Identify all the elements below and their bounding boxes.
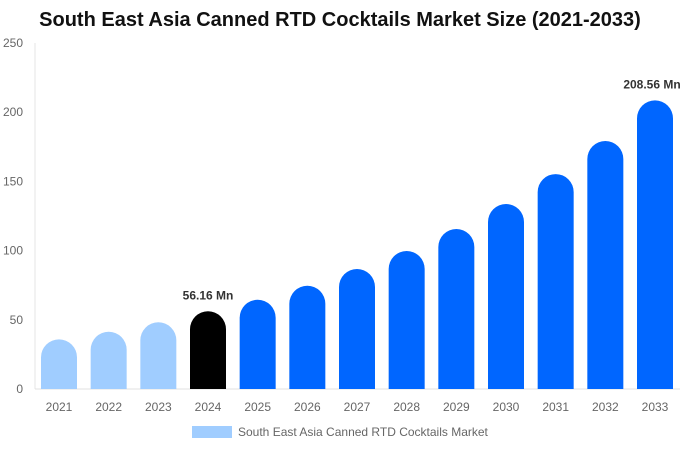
x-tick-label: 2033 [642, 400, 669, 414]
legend-swatch [192, 426, 232, 438]
bar-2027 [339, 269, 375, 389]
bar-2024 [190, 311, 226, 389]
y-tick-label: 150 [3, 174, 23, 188]
data-label-2024: 56.16 Mn [183, 288, 234, 302]
y-tick-label: 100 [3, 244, 23, 258]
legend: South East Asia Canned RTD Cocktails Mar… [192, 425, 488, 439]
y-tick-label: 0 [16, 382, 23, 396]
x-tick-label: 2029 [443, 400, 470, 414]
data-label-2033: 208.56 Mn [623, 77, 680, 91]
bar-2031 [537, 174, 574, 389]
bar-2023 [140, 322, 177, 389]
bar-2029 [438, 229, 475, 389]
y-tick-label: 50 [10, 313, 24, 327]
x-tick-label: 2024 [195, 400, 222, 414]
bar-2026 [289, 285, 326, 389]
x-tick-label: 2028 [393, 400, 420, 414]
bar-2030 [488, 203, 524, 389]
x-tick-label: 2026 [294, 400, 321, 414]
x-tick-label: 2027 [344, 400, 371, 414]
x-tick-label: 2025 [244, 400, 271, 414]
x-tick-label: 2032 [592, 400, 619, 414]
x-tick-label: 2022 [95, 400, 122, 414]
bar-2022 [90, 331, 127, 389]
bar-2021 [41, 339, 77, 389]
legend-label[interactable]: South East Asia Canned RTD Cocktails Mar… [238, 425, 488, 439]
y-tick-label: 250 [3, 36, 23, 50]
bar-2028 [388, 251, 425, 389]
bar-2033 [637, 100, 673, 389]
chart-title: South East Asia Canned RTD Cocktails Mar… [39, 9, 641, 31]
bar-2032 [587, 140, 624, 389]
bar-2025 [239, 299, 276, 389]
y-tick-label: 200 [3, 105, 23, 119]
x-tick-label: 2030 [493, 400, 520, 414]
x-tick-label: 2023 [145, 400, 172, 414]
x-tick-label: 2021 [46, 400, 73, 414]
x-tick-label: 2031 [542, 400, 569, 414]
